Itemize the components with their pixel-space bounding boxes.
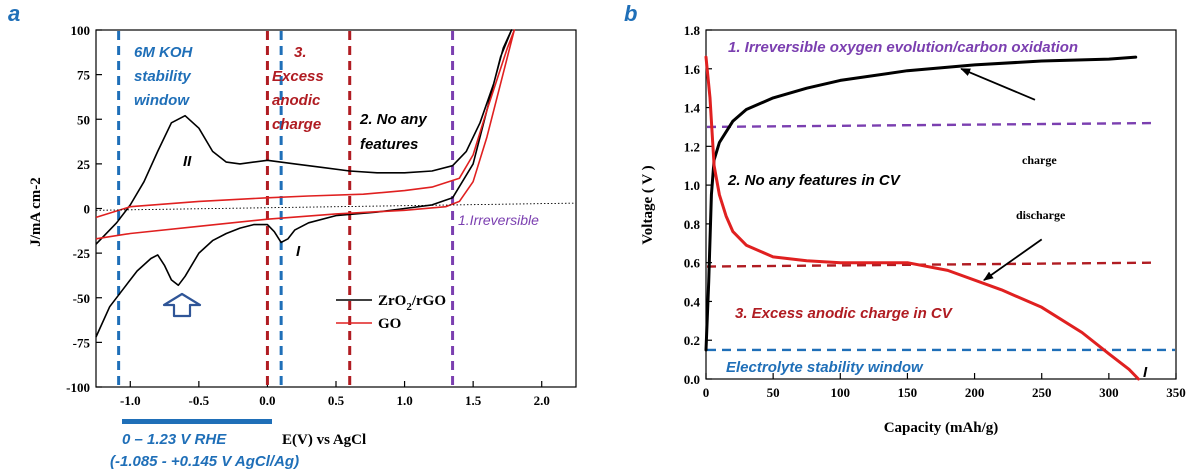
panel-b-y-tick-label: 1.8 xyxy=(684,23,701,38)
panel-b-x-tick-label: 50 xyxy=(767,385,780,400)
panel-a-stability-window-annotation: 6M KOH stability window xyxy=(134,44,197,109)
panel-a-x-tick-label: 0.0 xyxy=(259,393,275,408)
panel-b-y-tick-label: 1.0 xyxy=(684,178,700,193)
panel-a-peak-I-label: I xyxy=(296,243,301,260)
panel-b-y-tick-label: 0.4 xyxy=(684,294,701,309)
panel-b-x-tick-label: 300 xyxy=(1099,385,1119,400)
panel-b-y-tick-label: 1.2 xyxy=(684,139,700,154)
arrow-charge xyxy=(960,67,1036,101)
panel-b-x-axis-label: Capacity (mAh/g) xyxy=(884,420,999,436)
series-baseline xyxy=(95,202,577,211)
panel-a-agcl-range-label: (-1.085 - +0.145 V AgCl/Ag) xyxy=(110,453,299,470)
panel-a-irreversible-annotation: 1.Irreversible xyxy=(458,212,539,228)
panel-b-no-features-annotation: 2. No any features in CV xyxy=(727,172,902,189)
panel-a-y-axis-label: J/mA cm-2 xyxy=(28,177,44,247)
panel-a-no-features-annotation: 2. No any features xyxy=(359,111,431,153)
panel-label-a: a xyxy=(8,1,20,26)
panel-b-y-tick-label: 0.8 xyxy=(684,217,701,232)
panel-b-series xyxy=(704,55,1140,381)
panel-a-x-tick-label: -0.5 xyxy=(189,393,210,408)
panel-b-electrolyte-annotation: Electrolyte stability window xyxy=(726,359,924,376)
arrow-discharge xyxy=(983,238,1043,281)
panel-a-x-tick-label: 0.5 xyxy=(328,393,345,408)
legend-label-go: GO xyxy=(378,316,401,332)
panel-a-y-tick-label: 0 xyxy=(84,202,91,217)
panel-b-plot-area xyxy=(705,29,1177,380)
panel-a-ticks: -1.0 -0.5 0.0 0.5 1.0 1.5 2.0 -100 -75 -50 -25 0 25 5… xyxy=(66,23,550,408)
panel-a-y-tick-label: -100 xyxy=(66,380,90,395)
panel-b-x-tick-label: 250 xyxy=(1032,385,1052,400)
panel-b-charge-label: charge xyxy=(1022,153,1057,167)
panel-b-x-tick-label: 150 xyxy=(898,385,918,400)
panel-b-x-tick-label: 100 xyxy=(831,385,851,400)
panel-a-y-tick-label: -50 xyxy=(73,291,90,306)
panel-a-y-tick-label: -75 xyxy=(73,335,91,350)
panel-a-x-tick-label: -1.0 xyxy=(120,393,141,408)
panel-a-rhe-range-label: 0 – 1.23 V RHE xyxy=(122,431,227,448)
panel-b-y-tick-label: 1.6 xyxy=(684,62,701,77)
panel-a-y-tick-label: 25 xyxy=(77,157,91,172)
panel-b-y-tick-label: 0.2 xyxy=(684,333,700,348)
panel-a-x-tick-label: 1.0 xyxy=(396,393,412,408)
panel-a-peak-II-label: II xyxy=(183,153,192,170)
panel-b-arrows xyxy=(960,67,1043,281)
series-go xyxy=(95,29,516,240)
panel-a-x-tick-label: 1.5 xyxy=(465,393,482,408)
panel-b-peak-I-label: I xyxy=(1143,364,1148,381)
panel-b-y-tick-label: 0.6 xyxy=(684,256,701,271)
panel-a-x-tick-label: 2.0 xyxy=(534,393,550,408)
panel-b-x-tick-label: 200 xyxy=(965,385,985,400)
panel-b-y-tick-label: 0.0 xyxy=(684,372,700,387)
panel-a-rhe-range-bar xyxy=(122,419,272,424)
panel-b-y-tick-label: 1.4 xyxy=(684,101,701,116)
panel-b-horizontal-marker xyxy=(706,121,1155,129)
panel-a-x-axis-label: E(V) vs AgCl xyxy=(282,432,366,448)
panel-b-excess-anodic-annotation: 3. Excess anodic charge in CV xyxy=(735,305,954,322)
panel-a-series xyxy=(95,29,577,338)
panel-a-legend: ZrO2/rGO GO xyxy=(336,293,446,332)
legend-label-zro2-rgo: ZrO2/rGO xyxy=(378,293,446,313)
panel-b-oxygen-annotation: 1. Irreversible oxygen evolution/carbon … xyxy=(728,39,1078,56)
panel-b-y-axis-label: Voltage ( V ) xyxy=(640,165,656,244)
panel-b-ticks: 0 50 100 150 200 250 300 350 0.0 0.2 0.4 0.6 0.8 1.0 1… xyxy=(684,23,1186,400)
panel-a-y-tick-label: 75 xyxy=(77,68,91,83)
series-zro2-rgo xyxy=(95,29,513,338)
panel-b-discharge-label: discharge xyxy=(1016,208,1066,222)
panel-b-x-tick-label: 0 xyxy=(703,385,710,400)
panel-a-y-tick-label: 50 xyxy=(77,112,90,127)
panel-a-y-tick-label: 100 xyxy=(71,23,91,38)
panel-b-x-tick-label: 350 xyxy=(1166,385,1186,400)
panel-b: b 0 50 100 150 200 250 300 350 0.0 0.2 0.4 0.6 0.8 1.… xyxy=(624,1,1186,436)
panel-a: a -1.0 -0.5 0.0 0.5 1.0 1.5 2.0 -100 -75 -50 -25 0 2… xyxy=(8,1,577,470)
panel-a-excess-anodic-annotation: 3. Excess anodic charge xyxy=(272,44,328,133)
panel-a-up-arrow-icon xyxy=(162,292,202,318)
panel-b-horizontal-markers xyxy=(706,121,1175,352)
series-discharge xyxy=(704,55,1140,381)
panel-a-y-tick-label: -25 xyxy=(73,246,91,261)
series-charge xyxy=(704,55,1138,352)
panel-label-b: b xyxy=(624,1,637,26)
